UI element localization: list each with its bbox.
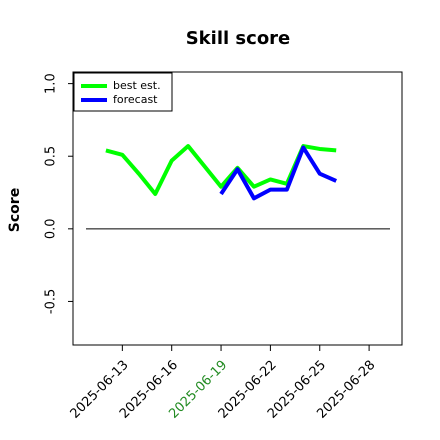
y-tick-label: 0.5 xyxy=(44,146,59,167)
series-line xyxy=(219,145,338,201)
y-tick-label: -0.5 xyxy=(44,289,59,314)
plot-frame xyxy=(72,71,403,346)
y-tick-label: 0.0 xyxy=(44,218,59,239)
chart-title: Skill score xyxy=(186,28,291,49)
y-tick-label: 1.0 xyxy=(44,73,59,94)
legend-box xyxy=(73,72,173,112)
legend-label: forecast xyxy=(113,93,158,106)
legend-label: best est. xyxy=(113,79,161,92)
y-axis-label: Score xyxy=(7,188,23,232)
